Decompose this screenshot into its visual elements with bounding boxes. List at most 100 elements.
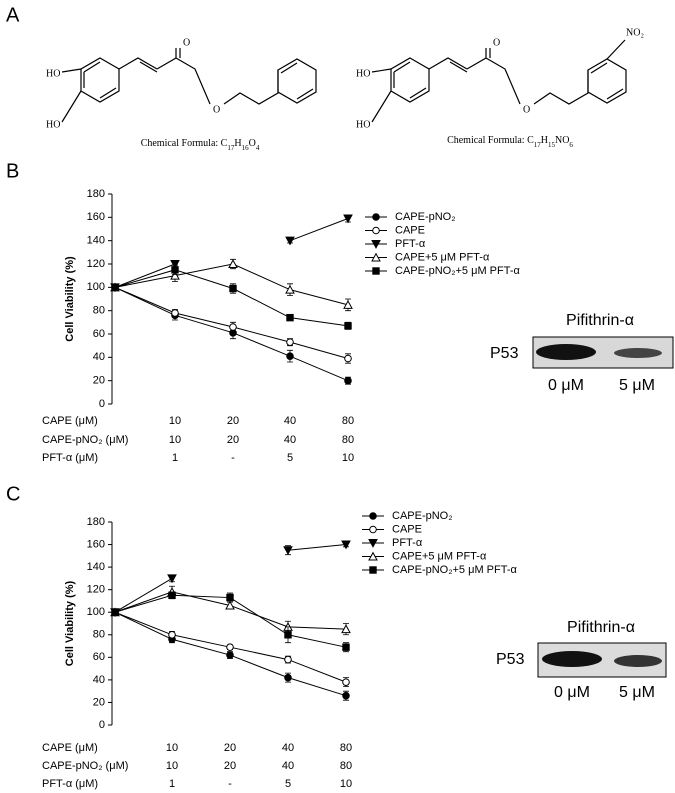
formula-subscript: 15 xyxy=(548,141,556,149)
atom-label: HO xyxy=(46,119,60,130)
formula: Chemical Formula: C17H15NO6 xyxy=(447,135,573,148)
marker xyxy=(284,673,292,682)
dose-row-label: CAPE-pNO₂ (μM) xyxy=(42,434,128,446)
y-tick-label: 140 xyxy=(87,561,105,573)
y-tick-label: 20 xyxy=(93,375,105,387)
legend-label: CAPE-pNO₂+5 μM PFT-α xyxy=(392,564,517,576)
legend-label: PFT-α xyxy=(395,238,426,250)
y-tick-label: 180 xyxy=(87,188,105,200)
series-line xyxy=(114,286,349,359)
marker xyxy=(285,284,295,294)
y-tick-label: 80 xyxy=(93,629,105,641)
marker xyxy=(344,354,352,363)
y-tick-label: 20 xyxy=(93,696,105,708)
legend-marker xyxy=(368,551,378,561)
dose-value: - xyxy=(231,452,235,464)
marker xyxy=(171,266,179,274)
dose-value: 10 xyxy=(342,452,354,464)
marker xyxy=(284,631,292,639)
dose-value: 5 xyxy=(287,452,293,464)
legend-marker xyxy=(372,226,380,235)
marker xyxy=(286,338,294,346)
dose-value: 40 xyxy=(284,434,296,446)
blot-lane-label: 5 μM xyxy=(619,377,655,394)
dose-value: 20 xyxy=(224,760,236,772)
legend-marker xyxy=(368,539,378,548)
dose-value: 1 xyxy=(169,778,175,790)
legend-marker xyxy=(371,240,381,249)
dose-value: 40 xyxy=(282,742,294,754)
series-line xyxy=(114,263,349,306)
blot-lane-label: 5 μM xyxy=(619,684,655,701)
marker xyxy=(343,214,353,224)
marker xyxy=(171,309,179,317)
atom-label: O xyxy=(213,104,220,115)
dose-row-label: CAPE-pNO₂ (μM) xyxy=(42,760,128,772)
marker xyxy=(341,624,351,634)
dose-row-label: PFT-α (μM) xyxy=(42,452,98,464)
y-tick-label: 120 xyxy=(87,258,105,270)
formula-subscript: 4 xyxy=(256,144,260,152)
marker xyxy=(226,651,234,659)
marker xyxy=(225,600,235,610)
legend-marker xyxy=(369,525,377,534)
dose-value: 20 xyxy=(227,434,239,446)
y-tick-label: 0 xyxy=(99,719,105,731)
legend-label: CAPE+5 μM PFT-α xyxy=(395,251,490,263)
legend-label: CAPE-pNO₂+5 μM PFT-α xyxy=(395,265,520,277)
panel-label: A xyxy=(6,4,20,26)
y-tick-label: 100 xyxy=(87,281,105,293)
dose-value: 80 xyxy=(342,434,354,446)
blot-band xyxy=(614,348,662,358)
marker xyxy=(226,643,234,651)
formula-text: H xyxy=(541,135,548,146)
dose-value: 1 xyxy=(172,452,178,464)
legend-label: CAPE+5 μM PFT-α xyxy=(392,550,487,562)
formula: Chemical Formula: C17H16O4 xyxy=(141,138,260,151)
marker xyxy=(168,591,176,600)
dose-value: 80 xyxy=(340,742,352,754)
series-line xyxy=(114,269,349,327)
dose-value: 10 xyxy=(340,778,352,790)
marker xyxy=(342,678,350,686)
blot-title: Pifithrin-α xyxy=(566,312,634,329)
marker xyxy=(285,236,295,246)
legend-label: PFT-α xyxy=(392,537,423,549)
formula-text: NO xyxy=(555,135,569,146)
marker xyxy=(283,546,293,556)
western-blot: Pifithrin-α P53 0 μM 5 μM xyxy=(496,619,667,701)
marker xyxy=(343,299,353,309)
legend-label: CAPE xyxy=(392,523,422,535)
blot-protein: P53 xyxy=(496,651,525,668)
blot-band xyxy=(542,651,602,667)
formula-subscript: 6 xyxy=(569,141,573,149)
y-tick-label: 160 xyxy=(87,538,105,550)
series-line xyxy=(114,544,347,613)
dose-row-label: PFT-α (μM) xyxy=(42,778,98,790)
marker xyxy=(229,284,237,293)
dose-value: 5 xyxy=(285,778,291,790)
legend-marker xyxy=(372,267,380,275)
legend-marker xyxy=(369,566,377,574)
marker xyxy=(226,593,234,602)
dose-value: 10 xyxy=(166,760,178,772)
marker xyxy=(284,655,292,664)
dose-row-label: CAPE (μM) xyxy=(42,415,98,427)
marker xyxy=(228,259,238,268)
blot-title: Pifithrin-α xyxy=(567,619,635,636)
formula-text: Chemical Formula: C xyxy=(141,138,228,149)
marker xyxy=(344,376,352,385)
atom-label: HO xyxy=(46,68,60,79)
marker xyxy=(168,630,176,639)
marker xyxy=(111,283,119,292)
panel-label: B xyxy=(6,160,19,182)
formula-text: Chemical Formula: C xyxy=(447,135,534,146)
marker xyxy=(341,540,351,550)
atom-label: O xyxy=(493,37,500,48)
dose-value: - xyxy=(228,778,232,790)
legend-label: CAPE-pNO₂ xyxy=(395,211,456,223)
blot-band xyxy=(536,344,596,360)
legend-marker xyxy=(369,512,377,520)
dose-value: 20 xyxy=(227,415,239,427)
